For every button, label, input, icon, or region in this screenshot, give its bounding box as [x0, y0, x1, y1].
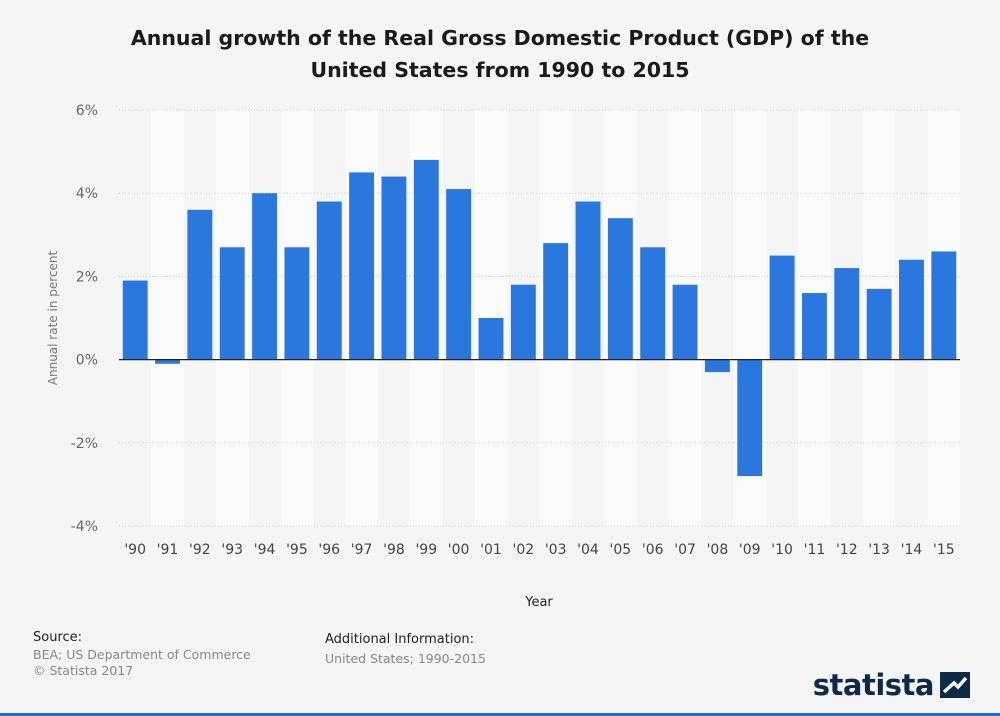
y-tick-labels: 6% 4% 2% 0% -2% -4% [71, 103, 98, 535]
chart-title: Annual growth of the Real Gross Domestic… [50, 22, 950, 86]
x-tick-label: '95 [286, 542, 308, 558]
x-tick-label: '97 [351, 542, 373, 558]
y-tick-label: 0% [76, 353, 98, 369]
bar[interactable] [122, 280, 148, 360]
y-tick-label: -2% [71, 436, 98, 452]
bar[interactable] [640, 247, 666, 360]
bar-chart: 6%4%2%0%-2%-4% '90'91'92'93'94'95'96'97 '… [46, 103, 960, 610]
x-tick-label: '96 [318, 542, 340, 558]
x-tick-label: '92 [189, 542, 211, 558]
x-tick-label: '91 [157, 542, 179, 558]
bar[interactable] [672, 284, 698, 360]
bar[interactable] [381, 176, 407, 360]
bar[interactable] [543, 243, 569, 360]
gridlines [119, 109, 960, 527]
statista-logo[interactable]: statista [813, 668, 970, 702]
x-tick-labels: '90 '91 '92 '93 '94 '95 '96 '97 '98 '99 '00 '01 '02 '… [124, 542, 954, 558]
x-tick-label: '03 [545, 542, 567, 558]
bar[interactable] [801, 293, 827, 360]
bar[interactable] [155, 359, 180, 364]
x-tick-label: '09 [739, 542, 761, 558]
x-tick-label: '15 [933, 542, 955, 558]
bar[interactable] [219, 247, 245, 360]
statista-logo-text: statista [812, 668, 935, 702]
x-tick-label: '11 [804, 542, 826, 558]
x-tick-label: '90 [124, 542, 146, 558]
x-tick-label: '94 [254, 542, 276, 558]
additional-info-heading: Additional Information: [325, 632, 475, 647]
y-tick-label: 4% [76, 186, 98, 202]
footer-accent-bar [0, 713, 1000, 716]
bar[interactable] [737, 359, 763, 477]
x-tick-label: '05 [610, 542, 632, 558]
column-band [151, 110, 184, 526]
source-line-1: BEA; US Department of Commerce [33, 647, 251, 662]
bars [122, 159, 957, 477]
x-tick-label: '01 [480, 542, 502, 558]
x-tick-label: '98 [383, 542, 405, 558]
bar[interactable] [478, 318, 504, 360]
bar[interactable] [769, 255, 795, 360]
bar[interactable] [187, 209, 213, 360]
y-tick-label: -4% [71, 519, 98, 535]
bar[interactable] [704, 359, 730, 373]
x-tick-label: '93 [221, 542, 243, 558]
bar[interactable] [510, 284, 536, 360]
x-axis-label: Year [524, 595, 553, 610]
chart-title-line-2: United States from 1990 to 2015 [310, 58, 690, 82]
bar[interactable] [284, 247, 310, 360]
x-tick-label: '14 [901, 542, 923, 558]
chart-title-line-1: Annual growth of the Real Gross Domestic… [130, 26, 870, 50]
bar[interactable] [899, 259, 924, 360]
x-tick-label: '99 [415, 542, 437, 558]
source-line-2: © Statista 2017 [33, 663, 134, 678]
y-axis-label: Annual rate in percent [46, 250, 60, 385]
x-tick-label: '12 [836, 542, 858, 558]
bar[interactable] [446, 189, 472, 360]
y-tick-label: 2% [76, 269, 98, 285]
bar[interactable] [349, 172, 375, 360]
x-tick-label: '06 [642, 542, 664, 558]
x-tick-label: '13 [868, 542, 890, 558]
bar[interactable] [607, 218, 633, 360]
y-tick-label: 6% [76, 103, 98, 119]
x-tick-label: '02 [512, 542, 534, 558]
x-tick-label: '10 [771, 542, 793, 558]
additional-info-line-1: United States; 1990-2015 [325, 651, 486, 666]
source-heading: Source: [33, 630, 83, 645]
x-tick-label: '00 [448, 542, 470, 558]
bar[interactable] [834, 268, 860, 360]
x-tick-label: '07 [674, 542, 696, 558]
bar[interactable] [252, 193, 278, 360]
bar[interactable] [866, 288, 892, 360]
bar[interactable] [413, 159, 439, 360]
x-tick-label: '04 [577, 542, 599, 558]
statista-logo-icon [940, 672, 970, 698]
bar[interactable] [575, 201, 601, 360]
bar[interactable] [931, 251, 957, 360]
x-tick-label: '08 [707, 542, 729, 558]
bar[interactable] [316, 201, 342, 360]
